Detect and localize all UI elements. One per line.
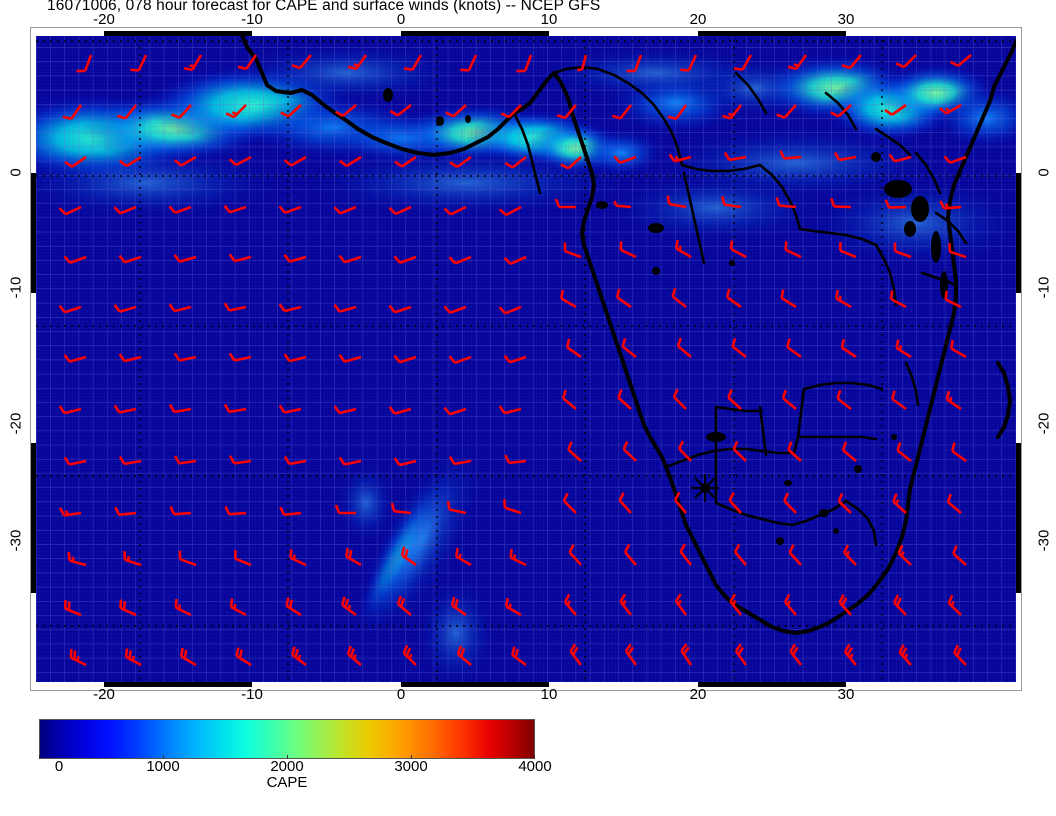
x-tick-bottom-0: -20 bbox=[93, 686, 115, 703]
frame-bar-left-3 bbox=[31, 293, 36, 443]
station-marker bbox=[691, 474, 719, 502]
colorbar-tick-2 bbox=[287, 755, 288, 759]
frame-bar-top-3 bbox=[252, 31, 401, 36]
colorbar-tick-3 bbox=[411, 755, 412, 759]
frame-bar-left-2 bbox=[31, 173, 36, 293]
frame-bar-left-5 bbox=[31, 593, 36, 685]
x-tick-bottom-2: 0 bbox=[396, 686, 406, 703]
y-tick-right-0: 0 bbox=[1035, 168, 1053, 177]
y-tick-left-0: 0 bbox=[7, 168, 25, 177]
frame-bar-top-2 bbox=[104, 31, 252, 36]
x-tick-top-2: 0 bbox=[396, 11, 406, 28]
x-tick-top-4: 20 bbox=[689, 11, 707, 28]
frame-bar-bottom-1 bbox=[36, 682, 104, 687]
frame-bar-right-2 bbox=[1016, 173, 1021, 293]
graticule bbox=[36, 33, 1016, 685]
frame-bar-right-1 bbox=[1016, 33, 1021, 173]
y-tick-left-2: -20 bbox=[7, 412, 25, 435]
frame-bar-bottom-5 bbox=[549, 682, 698, 687]
map-canvas bbox=[36, 33, 1016, 685]
frame-bar-left-4 bbox=[31, 443, 36, 593]
x-tick-bottom-3: 10 bbox=[540, 686, 558, 703]
lakes bbox=[383, 88, 948, 545]
y-tick-right-3: -30 bbox=[1035, 529, 1053, 552]
y-tick-left-1: -10 bbox=[7, 276, 25, 299]
frame-bar-right-5 bbox=[1016, 593, 1021, 685]
colorbar[interactable] bbox=[39, 719, 535, 759]
frame-bar-bottom-4 bbox=[401, 682, 549, 687]
x-tick-top-3: 10 bbox=[540, 11, 558, 28]
colorbar-title-text: CAPE bbox=[266, 774, 308, 791]
x-tick-top-0: -20 bbox=[93, 11, 115, 28]
x-tick-bottom-4: 20 bbox=[689, 686, 707, 703]
colorbar-tick-0 bbox=[39, 755, 40, 759]
x-tick-bottom-5: 30 bbox=[837, 686, 855, 703]
colorbar-tick-4 bbox=[534, 755, 535, 759]
frame-bar-right-3 bbox=[1016, 293, 1021, 443]
frame-bar-bottom-2 bbox=[104, 682, 252, 687]
national-borders bbox=[512, 65, 968, 547]
frame-bar-top-6 bbox=[698, 31, 846, 36]
colorbar-label-2: 2000 bbox=[270, 758, 304, 775]
colorbar-label-0: 0 bbox=[54, 758, 64, 775]
y-tick-right-2: -20 bbox=[1035, 412, 1053, 435]
coastlines bbox=[239, 33, 1016, 635]
colorbar-title: CAPE bbox=[0, 774, 1056, 791]
frame-bar-top-4 bbox=[401, 31, 549, 36]
x-tick-top-5: 30 bbox=[837, 11, 855, 28]
frame-bar-bottom-3 bbox=[252, 682, 401, 687]
x-tick-top-1: -10 bbox=[241, 11, 263, 28]
frame-bar-bottom-6 bbox=[698, 682, 846, 687]
y-tick-right-1: -10 bbox=[1035, 276, 1053, 299]
frame-bar-top-5 bbox=[549, 31, 698, 36]
frame-bar-bottom-7 bbox=[846, 682, 1016, 687]
frame-bar-top-7 bbox=[846, 31, 1016, 36]
colorbar-label-4: 4000 bbox=[518, 758, 552, 775]
map-plot-area[interactable] bbox=[36, 33, 1016, 685]
colorbar-tick-1 bbox=[163, 755, 164, 759]
frame-bar-left-1 bbox=[31, 33, 36, 173]
page-title: 16071006, 078 hour forecast for CAPE and… bbox=[47, 0, 601, 14]
x-tick-bottom-1: -10 bbox=[241, 686, 263, 703]
y-tick-left-3: -30 bbox=[7, 529, 25, 552]
frame-bar-right-4 bbox=[1016, 443, 1021, 593]
colorbar-label-1: 1000 bbox=[146, 758, 180, 775]
colorbar-label-3: 3000 bbox=[394, 758, 428, 775]
frame-bar-top-1 bbox=[36, 31, 104, 36]
